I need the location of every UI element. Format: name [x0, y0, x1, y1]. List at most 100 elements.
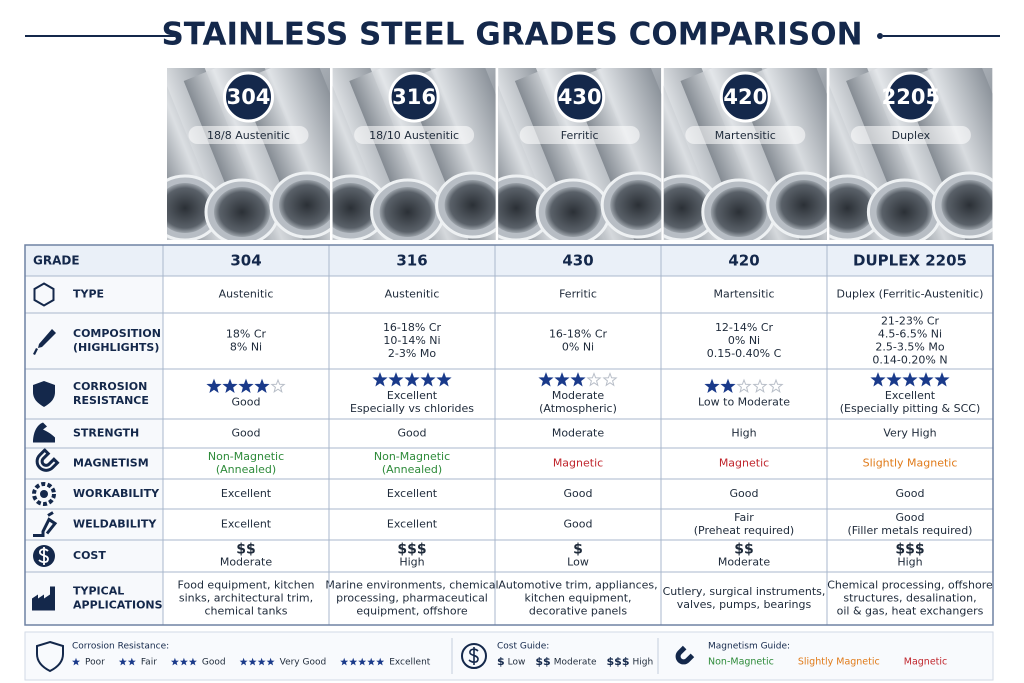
cell-text: Slightly Magnetic — [863, 457, 958, 470]
title-dot — [877, 33, 883, 39]
cell-text: Marine environments, chemical — [325, 579, 498, 592]
cell-text: $$$ — [895, 542, 924, 558]
star-filled — [206, 378, 222, 393]
row-label: STRENGTH — [73, 427, 139, 440]
star-filled — [934, 372, 950, 387]
legend-star — [266, 657, 275, 666]
cell-text: Food equipment, kitchen — [178, 579, 315, 592]
cell-text: 16-18% Cr — [549, 328, 608, 341]
cell-text: Good — [232, 427, 261, 440]
tube-hole — [332, 183, 379, 233]
cell-text: Cutlery, surgical instruments, — [663, 585, 826, 598]
header-cell: 420 — [728, 252, 759, 270]
star-filled — [886, 372, 902, 387]
cell-text: structures, desalination, — [843, 592, 976, 605]
cell-text: sinks, architectural trim, — [179, 592, 313, 605]
cell-text: $$ — [236, 542, 255, 558]
legend-icon — [461, 643, 487, 669]
cell-text: decorative panels — [529, 605, 627, 618]
tube-hole — [610, 180, 662, 230]
star-filled — [372, 372, 388, 387]
star-filled — [388, 372, 404, 387]
cell-text: 16-18% Cr — [383, 321, 442, 334]
cell-text: (Atmospheric) — [539, 402, 617, 415]
row-icon — [32, 586, 55, 611]
header-cell: 430 — [562, 252, 593, 270]
cell-text: Low — [567, 556, 589, 569]
cell-text: equipment, offshore — [356, 605, 468, 618]
cell-text: (Annealed) — [216, 463, 276, 476]
cell-text: 2-3% Mo — [388, 347, 436, 360]
legend-label: Low — [508, 658, 526, 668]
legend-star — [248, 657, 257, 666]
label-backdrop — [354, 126, 475, 144]
header-cell: GRADE — [33, 254, 80, 268]
cell-text: Magnetic — [719, 457, 769, 470]
star-filled — [902, 372, 918, 387]
row-label: COMPOSITION — [73, 327, 161, 340]
star-filled — [238, 378, 254, 393]
star-filled — [570, 372, 586, 387]
star-filled — [222, 378, 238, 393]
cell-text: oil & gas, heat exchangers — [837, 605, 984, 618]
cell-text: 4.5-6.5% Ni — [878, 328, 942, 341]
cell-text: 18% Cr — [226, 328, 267, 341]
cell-text: 0% Ni — [562, 341, 594, 354]
legend-star — [257, 657, 266, 666]
grade-badge — [885, 71, 937, 123]
header-bg — [25, 245, 993, 276]
cell-text: Chemical processing, offshore — [827, 579, 993, 592]
row-icon — [33, 422, 55, 443]
legend-title: Cost Guide: — [497, 642, 549, 652]
legend-title: Magnetism Guide: — [708, 642, 790, 652]
grade-badge — [388, 71, 440, 123]
cell-text: High — [731, 427, 756, 440]
tube-hole — [941, 180, 993, 230]
cell-text: High — [399, 556, 424, 569]
tube-hole — [876, 187, 933, 237]
cell-text: processing, pharmaceutical — [336, 592, 488, 605]
tube-hole — [829, 183, 876, 233]
cell-text: Good — [896, 511, 925, 524]
legend-star — [170, 657, 179, 666]
row-icon — [38, 547, 49, 565]
row-label: COST — [73, 549, 106, 562]
cell-text: Excellent — [885, 389, 936, 402]
cell-text: Moderate — [220, 556, 273, 569]
legend-star — [349, 657, 358, 666]
card — [498, 68, 662, 240]
cell-text: $$ — [734, 542, 753, 558]
cell-text: 21-23% Cr — [881, 315, 940, 328]
grade-number: 2205 — [882, 85, 940, 109]
tube-hole — [444, 180, 496, 230]
tube-hole — [545, 187, 602, 237]
legend-label: Excellent — [389, 658, 431, 668]
row-label: MAGNETISM — [73, 457, 149, 470]
cell-text: Austenitic — [385, 288, 440, 301]
row-icon — [40, 490, 48, 498]
label-backdrop — [850, 126, 971, 144]
legend-icon — [36, 640, 64, 673]
legend-symbol: $ — [497, 655, 505, 668]
legend-label: Poor — [85, 658, 105, 668]
cell-text: Automotive trim, appliances, — [498, 579, 657, 592]
tube-hole — [214, 187, 270, 237]
legend-star — [188, 657, 197, 666]
cell-text: Good — [564, 487, 593, 500]
cell-text: Moderate — [552, 389, 605, 402]
legend-label: Moderate — [554, 658, 597, 668]
row-icon — [33, 381, 55, 407]
tube-hole — [663, 183, 710, 233]
cell-text: Magnetic — [553, 457, 603, 470]
tube-hole — [710, 187, 767, 237]
cell-text: 12-14% Cr — [715, 321, 774, 334]
cell-text: Good — [896, 487, 925, 500]
legend-star — [179, 657, 188, 666]
grade-number: 316 — [392, 85, 436, 109]
star-filled — [420, 372, 436, 387]
grade-badge — [554, 71, 606, 123]
legend-star — [118, 657, 127, 666]
cell-text: Good — [232, 396, 261, 409]
star-filled — [720, 378, 736, 393]
